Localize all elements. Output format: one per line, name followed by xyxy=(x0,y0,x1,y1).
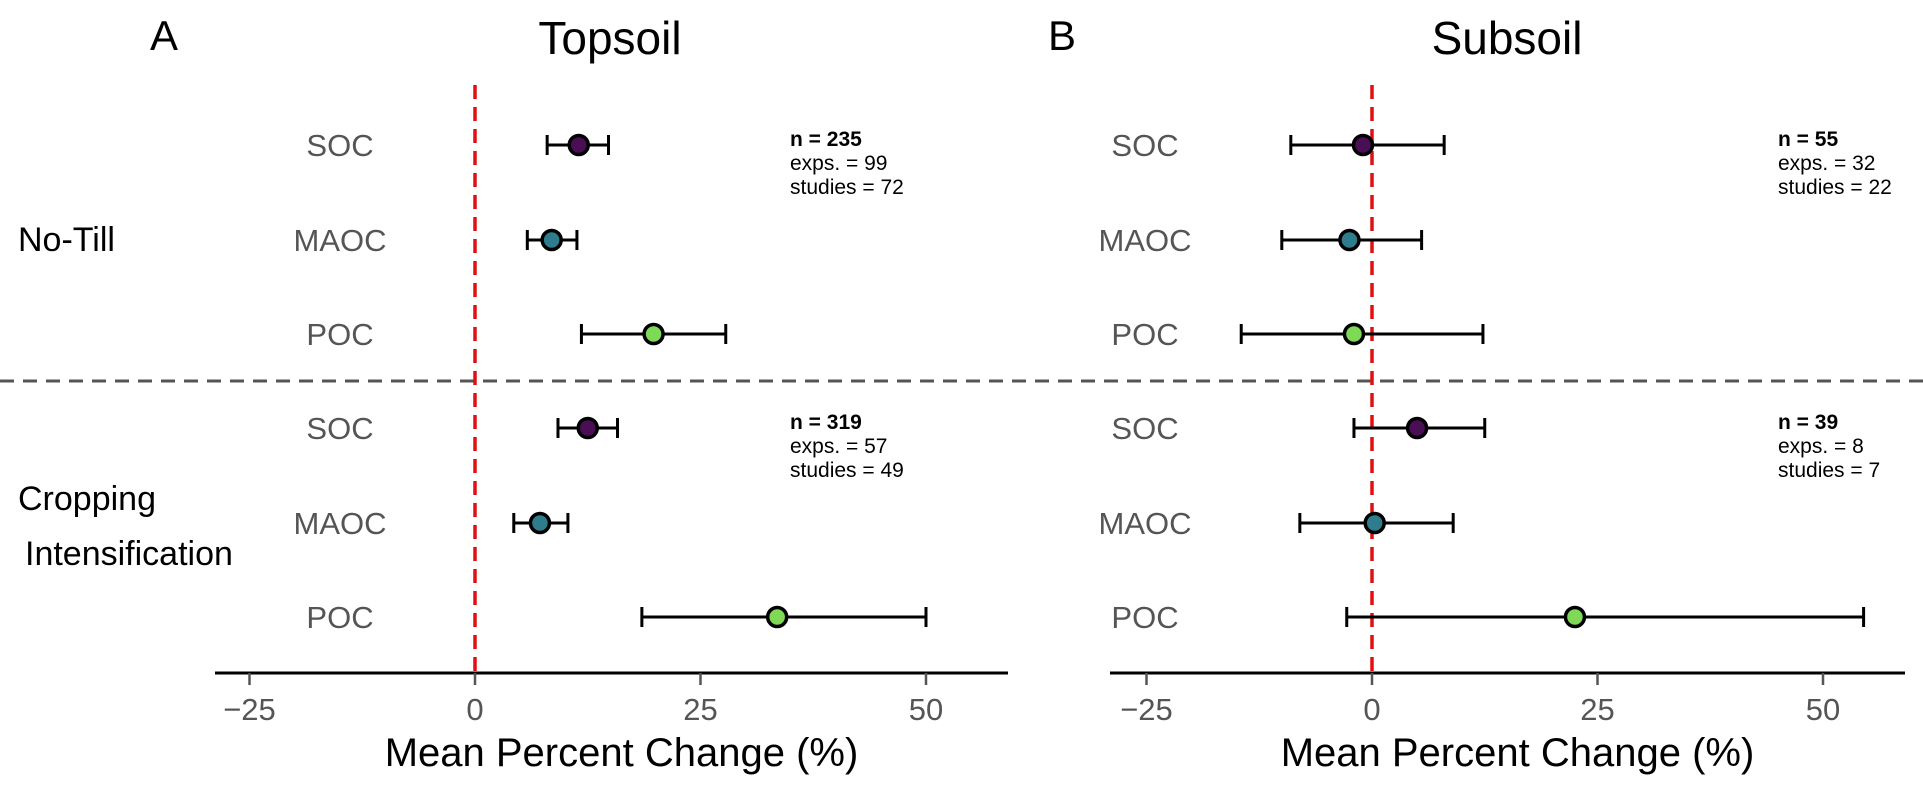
annotation-exps-0-1: exps. = 57 xyxy=(790,435,887,458)
category-label-1-0-2: POC xyxy=(1111,317,1178,352)
annotation-studies-1-0: studies = 22 xyxy=(1778,176,1892,199)
annotation-studies-0-1: studies = 49 xyxy=(790,459,904,482)
category-label-0-1-0: SOC xyxy=(306,411,373,446)
mean-point-1-1-0 xyxy=(1405,416,1429,440)
panel-title-1: Subsoil xyxy=(1432,12,1583,64)
category-label-0-0-0: SOC xyxy=(306,128,373,163)
group-label-1-line-0: Cropping xyxy=(18,480,156,518)
x-tick-label-0-1: 0 xyxy=(466,692,483,727)
category-label-0-1-1: MAOC xyxy=(294,506,387,541)
x-tick-label-1-2: 25 xyxy=(1580,692,1614,727)
annotation-n-0-0: n = 235 xyxy=(790,128,862,151)
text-layer: No-Till Cropping Intensification A Topsoil −2… xyxy=(18,12,1892,775)
panel-letter-A: A xyxy=(150,12,178,59)
x-tick-label-0-2: 25 xyxy=(683,692,717,727)
mean-point-1-1-1 xyxy=(1363,511,1386,535)
category-label-1-1-0: SOC xyxy=(1111,411,1178,446)
annotation-studies-0-0: studies = 72 xyxy=(790,176,904,199)
mean-point-1-0-1 xyxy=(1338,228,1361,252)
category-label-1-1-2: POC xyxy=(1111,600,1178,635)
data-marks-layer xyxy=(215,133,1905,685)
x-axis-title-1: Mean Percent Change (%) xyxy=(1281,731,1755,775)
mean-point-0-1-2 xyxy=(765,605,789,629)
mean-point-1-0-2 xyxy=(1342,322,1366,346)
mean-point-0-0-2 xyxy=(642,322,665,346)
x-tick-label-0-0: −25 xyxy=(223,692,276,727)
mean-point-1-1-2 xyxy=(1563,605,1587,629)
reference-lines-layer xyxy=(0,85,1923,673)
group-label-0-line-0: No-Till xyxy=(18,221,115,259)
category-label-0-0-1: MAOC xyxy=(294,223,387,258)
mean-point-0-1-1 xyxy=(528,511,552,535)
annotation-n-1-1: n = 39 xyxy=(1778,411,1838,434)
annotation-exps-1-0: exps. = 32 xyxy=(1778,152,1875,175)
x-tick-label-1-1: 0 xyxy=(1363,692,1380,727)
annotation-n-1-0: n = 55 xyxy=(1778,128,1838,151)
mean-point-0-1-0 xyxy=(576,416,599,440)
x-tick-label-1-3: 50 xyxy=(1806,692,1840,727)
group-label-1-line-1: Intensification xyxy=(25,535,233,573)
panel-title-0: Topsoil xyxy=(538,12,681,64)
mean-point-0-0-1 xyxy=(540,228,563,252)
annotation-studies-1-1: studies = 7 xyxy=(1778,459,1880,482)
category-label-1-1-1: MAOC xyxy=(1099,506,1192,541)
mean-point-0-0-0 xyxy=(567,133,590,157)
category-label-0-1-2: POC xyxy=(306,600,373,635)
x-tick-label-1-0: −25 xyxy=(1120,692,1173,727)
annotation-exps-1-1: exps. = 8 xyxy=(1778,435,1864,458)
annotation-exps-0-0: exps. = 99 xyxy=(790,152,887,175)
category-label-1-0-1: MAOC xyxy=(1099,223,1192,258)
panel-letter-B: B xyxy=(1048,12,1076,59)
annotation-n-0-1: n = 319 xyxy=(790,411,862,434)
category-label-0-0-2: POC xyxy=(306,317,373,352)
x-axis-title-0: Mean Percent Change (%) xyxy=(385,731,859,775)
category-label-1-0-0: SOC xyxy=(1111,128,1178,163)
x-tick-label-0-3: 50 xyxy=(909,692,943,727)
mean-point-1-0-0 xyxy=(1351,133,1375,157)
